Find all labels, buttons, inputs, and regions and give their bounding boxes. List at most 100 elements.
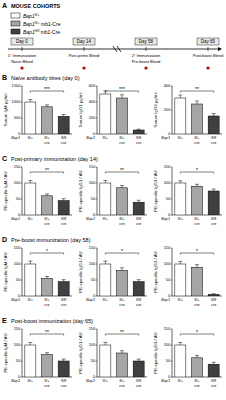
bar-chart: PE-specific IgG1 / AU050100150Bap1fl/+fl… [78,165,147,225]
panel-title: Naive antibody titres (day 0) [11,75,80,81]
x-tick-line: fl/+ [103,217,109,221]
y-tick-label: 1000 [12,100,20,104]
y-tick-label: 150 [164,246,170,250]
significance-label: * [46,248,48,254]
error-bar [137,359,141,361]
x-tick-label: fl/flcre [136,379,141,388]
y-tick [96,167,98,168]
significance-label: * [196,167,198,173]
plot-area [175,261,219,296]
x-axis-label: Bap1 [161,217,170,221]
x-tick-line: fl/fl [211,217,216,221]
cohorts-title: MOUSE COHORTS [11,3,61,9]
y-tick [21,329,23,330]
y-axis [22,86,23,134]
y-axis [97,86,98,134]
significance-label: *** [44,86,50,92]
error-bar [178,261,182,264]
plot-area [100,91,144,134]
error-bar [212,293,216,295]
y-tick-label: 50 [91,278,95,282]
plot-area [25,261,69,296]
x-tick-line: fl/+ [119,298,125,302]
significance-label: *** [119,86,125,92]
bar [117,188,128,215]
y-tick [96,329,98,330]
y-tick [171,345,173,346]
x-tick-line: fl/+ [28,136,34,140]
error-bar [62,199,66,201]
y-tick [21,345,23,346]
significance-label: * [121,248,123,254]
x-tick-line: cre [119,303,124,307]
plot-area [175,342,219,377]
y-axis [172,329,173,377]
x-tick-line: cre [136,141,141,145]
gene: Bap1 [23,13,35,19]
y-axis-label: PE-specific IgG3 / AU [153,332,158,373]
x-tick-line: cre [44,303,49,307]
bar [208,364,219,377]
x-tick-line: fl/+ [44,379,50,383]
allele: fl/fl [35,29,40,33]
error-bar [120,95,124,98]
x-tick-line: fl/+ [28,298,34,302]
x-axis-label: Bap1 [86,298,95,302]
error-bar [178,95,182,98]
bar-chart: Serum IgG1 µg/ml0200400600Bap1fl/+fl/+cr… [78,84,147,144]
x-tick-label: fl/flcre [61,217,66,226]
error-bar [195,356,199,358]
y-tick-label: 150 [14,165,20,169]
x-tick-line: fl/+ [178,217,184,221]
legend-label: Bap1fl/+mb1-Cre [23,21,61,27]
bar-chart: Serum IgM µg/ml050010001500Bap1fl/+fl/+c… [3,84,72,144]
y-tick-label: 50 [16,359,20,363]
error-bar [178,342,182,345]
y-axis [22,329,23,377]
x-tick-line: cre [136,222,141,226]
x-tick-label: fl/+ [178,379,184,383]
bar [133,202,144,215]
timeline-arrow [218,47,222,51]
panel-title: Post-primary immunization (day 14) [11,156,98,162]
x-tick-line: fl/fl [136,217,141,221]
y-tick [21,118,23,119]
significance-label: ** [120,167,124,173]
bar-chart: PE-specific IgG3 / AU050100150Bap1fl/+fl… [153,327,222,387]
y-tick-label: 100 [14,343,20,347]
x-tick-line: cre [119,222,124,226]
y-axis-label: PE-specific IgG3 / AU [153,170,158,211]
bar [192,358,203,377]
x-tick-line: fl/+ [194,217,200,221]
x-tick-label: fl/flcre [136,136,141,145]
x-tick-line: fl/+ [178,298,184,302]
x-tick-label: fl/flcre [61,379,66,388]
error-bar [103,342,107,345]
y-tick [96,345,98,346]
bar [208,294,219,296]
x-tick-line: fl/+ [178,379,184,383]
y-tick [171,248,173,249]
x-tick-label: fl/flcre [136,298,141,307]
day-tick [146,47,147,51]
x-tick-line: fl/+ [194,136,200,140]
gene: Bap1 [23,21,35,27]
error-bar [137,280,141,282]
y-axis-label: Serum IgG3 µg/ml [153,92,158,127]
y-tick [96,183,98,184]
y-tick-label: 100 [164,343,170,347]
y-tick-label: 100 [89,181,95,185]
x-tick-line: fl/+ [44,217,50,221]
x-tick-line: cre [211,222,216,226]
y-tick-label: 400 [164,84,170,88]
x-tick-label: fl/+ [178,136,184,140]
bar [133,130,144,134]
bar [117,98,128,134]
x-axis-label: Bap1 [161,136,170,140]
y-axis-label: PE-specific IgM / AU [3,333,8,372]
x-tick-label: fl/+ [103,217,109,221]
x-tick-line: fl/fl [61,298,66,302]
error-bar [45,105,49,107]
blood-icon [82,66,85,69]
x-tick-label: fl/+ [178,217,184,221]
